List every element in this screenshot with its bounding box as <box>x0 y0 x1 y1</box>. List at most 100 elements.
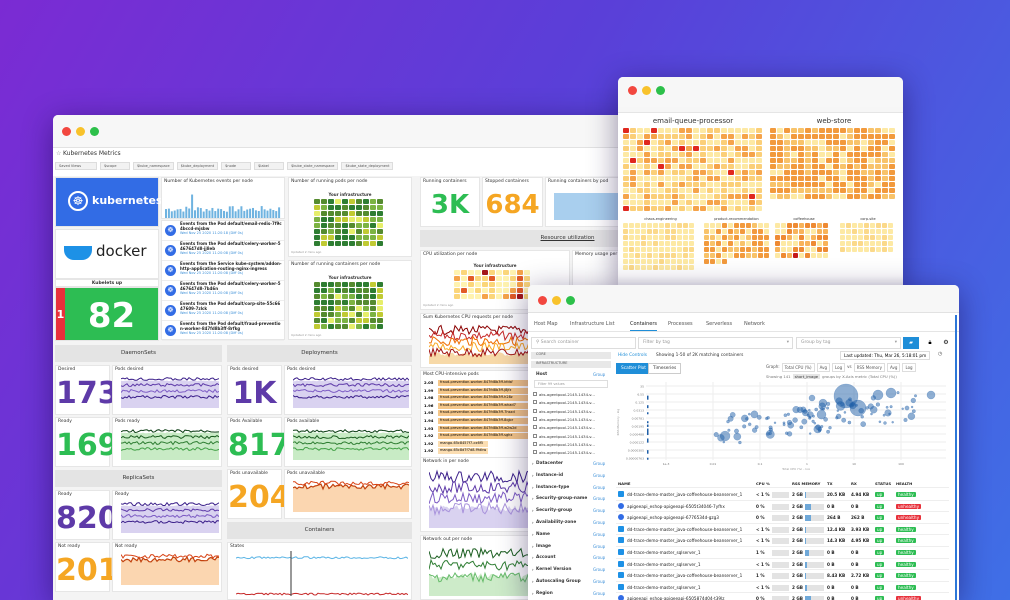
host-cell[interactable] <box>321 324 327 329</box>
host-cell[interactable] <box>328 199 334 204</box>
close-button[interactable] <box>628 86 637 95</box>
host-cell[interactable] <box>370 241 376 246</box>
host-cell[interactable] <box>728 247 733 252</box>
host-cell[interactable] <box>314 199 320 204</box>
host-cell[interactable] <box>503 282 509 287</box>
host-cell[interactable] <box>314 294 320 299</box>
host-cell[interactable] <box>700 182 706 187</box>
host-cell[interactable] <box>770 152 776 157</box>
host-cell[interactable] <box>749 194 755 199</box>
host-cell[interactable] <box>812 134 818 139</box>
host-cell[interactable] <box>454 270 460 275</box>
host-cell[interactable] <box>454 294 460 299</box>
host-cell[interactable] <box>377 199 383 204</box>
host-cell[interactable] <box>370 318 376 323</box>
host-cell[interactable] <box>889 140 895 145</box>
host-cell[interactable] <box>704 247 709 252</box>
host-cell[interactable] <box>468 270 474 275</box>
host-cell[interactable] <box>356 235 362 240</box>
host-cell[interactable] <box>677 235 682 240</box>
host-cell[interactable] <box>679 188 685 193</box>
host-cell[interactable] <box>377 205 383 210</box>
host-cell[interactable] <box>335 241 341 246</box>
host-cell[interactable] <box>868 152 874 157</box>
host-cell[interactable] <box>672 188 678 193</box>
host-checkbox-item[interactable]: aks-agentpool-2145-1434-v... <box>533 450 595 455</box>
host-cell[interactable] <box>510 282 516 287</box>
host-cell[interactable] <box>679 194 685 199</box>
host-cell[interactable] <box>858 229 863 234</box>
host-cell[interactable] <box>496 270 502 275</box>
host-cell[interactable] <box>784 140 790 145</box>
host-cell[interactable] <box>749 158 755 163</box>
host-cell[interactable] <box>728 206 734 211</box>
facet-security-group[interactable]: Security-group <box>536 508 573 514</box>
host-cell[interactable] <box>659 241 664 246</box>
host-cell[interactable] <box>658 176 664 181</box>
host-cell[interactable] <box>314 229 320 234</box>
host-cell[interactable] <box>714 194 720 199</box>
host-cell[interactable] <box>770 146 776 151</box>
host-cell[interactable] <box>875 128 881 133</box>
host-cell[interactable] <box>321 282 327 287</box>
host-cell[interactable] <box>811 229 816 234</box>
host-cell[interactable] <box>659 265 664 270</box>
host-cell[interactable] <box>742 134 748 139</box>
host-cell[interactable] <box>852 235 857 240</box>
close-button[interactable] <box>62 127 71 136</box>
host-cell[interactable] <box>805 170 811 175</box>
host-cell[interactable] <box>811 235 816 240</box>
group-by-tag-select[interactable]: Group by tag ▾ <box>796 337 901 349</box>
host-cell[interactable] <box>641 259 646 264</box>
host-cell[interactable] <box>356 223 362 228</box>
host-cell[interactable] <box>752 247 757 252</box>
host-cell[interactable] <box>882 194 888 199</box>
host-cell[interactable] <box>704 241 709 246</box>
host-cell[interactable] <box>740 247 745 252</box>
host-cell[interactable] <box>647 265 652 270</box>
host-cell[interactable] <box>468 294 474 299</box>
host-cell[interactable] <box>777 164 783 169</box>
host-cell[interactable] <box>740 235 745 240</box>
host-cell[interactable] <box>882 128 888 133</box>
host-cell[interactable] <box>812 128 818 133</box>
host-cell[interactable] <box>728 134 734 139</box>
container-name[interactable]: apigeeapi_eshop-apigeeapi-6505t34046-7yf… <box>627 503 725 509</box>
checkbox[interactable] <box>533 408 537 413</box>
host-cell[interactable] <box>665 265 670 270</box>
host-cell[interactable] <box>735 164 741 169</box>
graph-y-agg-select[interactable]: Avg <box>887 363 901 372</box>
host-cell[interactable] <box>735 170 741 175</box>
host-cell[interactable] <box>819 146 825 151</box>
filter-by-tag-select[interactable]: Filter by tag ▾ <box>638 337 793 349</box>
host-cell[interactable] <box>740 223 745 228</box>
host-cell[interactable] <box>799 223 804 228</box>
host-cell[interactable] <box>716 241 721 246</box>
tab-serverless[interactable]: Serverless <box>706 321 733 327</box>
facet-filter-input[interactable]: Filter 99 values <box>534 380 608 388</box>
toplist-bar[interactable]: fraud-prevention-worker-847fd8b3ff-h28z <box>438 395 533 402</box>
host-cell[interactable] <box>781 229 786 234</box>
host-cell[interactable] <box>882 158 888 163</box>
host-cell[interactable] <box>623 253 628 258</box>
host-cell[interactable] <box>756 200 762 205</box>
host-cell[interactable] <box>665 188 671 193</box>
host-cell[interactable] <box>651 176 657 181</box>
timeseries-graph[interactable] <box>121 374 219 408</box>
host-cell[interactable] <box>840 223 845 228</box>
host-cell[interactable] <box>517 270 523 275</box>
template-variable-select[interactable]: $node <box>221 162 252 170</box>
host-cell[interactable] <box>852 241 857 246</box>
host-cell[interactable] <box>363 288 369 293</box>
host-cell[interactable] <box>742 200 748 205</box>
host-cell[interactable] <box>356 306 362 311</box>
host-cell[interactable] <box>630 140 636 145</box>
host-cell[interactable] <box>875 182 881 187</box>
host-cell[interactable] <box>817 223 822 228</box>
host-cell[interactable] <box>770 176 776 181</box>
host-cell[interactable] <box>854 146 860 151</box>
host-cell[interactable] <box>686 176 692 181</box>
host-cell[interactable] <box>349 300 355 305</box>
host-cell[interactable] <box>689 223 694 228</box>
host-cell[interactable] <box>672 128 678 133</box>
